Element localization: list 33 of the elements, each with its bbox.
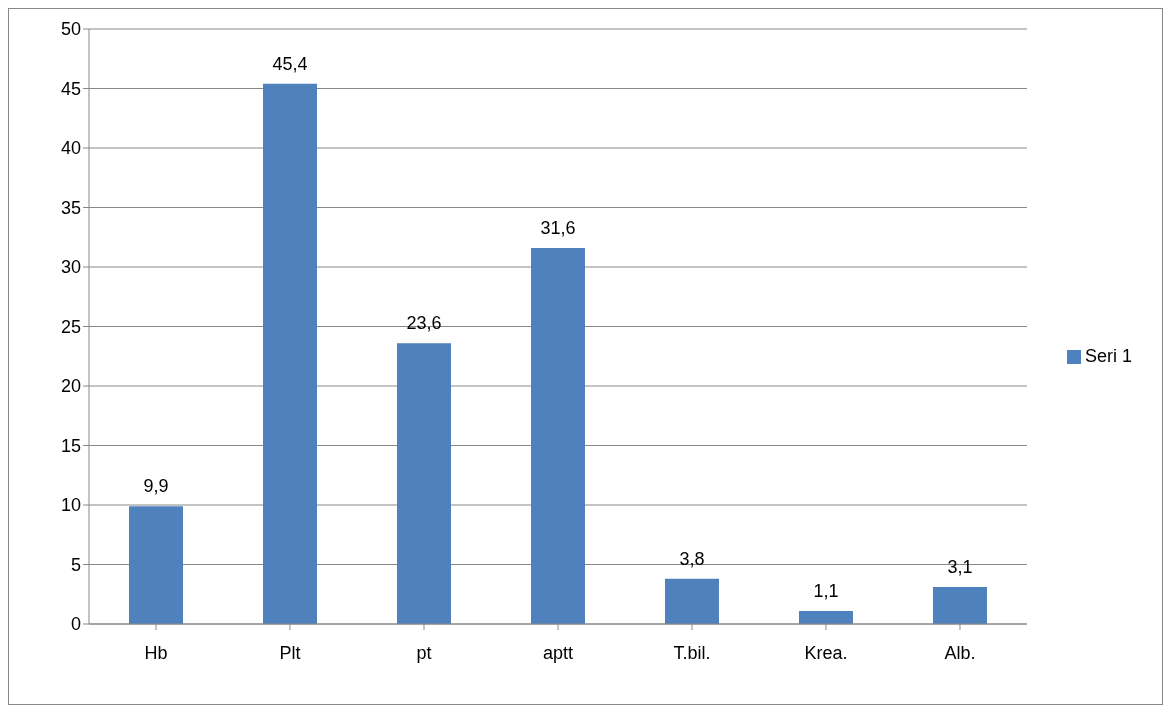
bar — [396, 343, 451, 624]
x-tick-label: aptt — [542, 642, 573, 663]
y-tick-label: 25 — [60, 316, 81, 337]
x-tick-label: Alb. — [944, 642, 976, 663]
y-tick-label: 35 — [60, 197, 81, 218]
y-tick-label: 15 — [60, 435, 81, 456]
y-tick-label: 10 — [60, 495, 81, 516]
y-tick-label: 45 — [60, 78, 81, 99]
x-tick-label: Krea. — [804, 642, 848, 663]
bar — [263, 83, 317, 624]
x-tick-label: Plt — [279, 642, 301, 663]
bar — [664, 578, 719, 624]
x-tick-label: Hb — [144, 642, 168, 663]
x-tick-label: pt — [416, 642, 432, 663]
data-label: 3,8 — [679, 548, 705, 569]
bar — [798, 610, 853, 624]
data-label: 1,1 — [813, 580, 839, 601]
y-tick-label: 30 — [60, 257, 81, 278]
y-tick-label: 0 — [70, 614, 81, 635]
data-label: 3,1 — [947, 557, 973, 578]
y-tick-label: 50 — [60, 19, 81, 40]
y-tick-label: 5 — [70, 554, 81, 575]
data-label: 23,6 — [406, 313, 442, 334]
bar — [129, 506, 183, 624]
legend-label: Seri 1 — [1084, 346, 1132, 366]
y-tick-label: 40 — [60, 138, 81, 159]
y-tick-label: 20 — [60, 376, 81, 397]
bar — [932, 587, 987, 624]
bar — [530, 247, 585, 624]
data-label: 9,9 — [143, 476, 169, 497]
x-tick-label: T.bil. — [673, 642, 711, 663]
data-label: 31,6 — [540, 217, 576, 238]
data-label: 45,4 — [272, 53, 308, 74]
